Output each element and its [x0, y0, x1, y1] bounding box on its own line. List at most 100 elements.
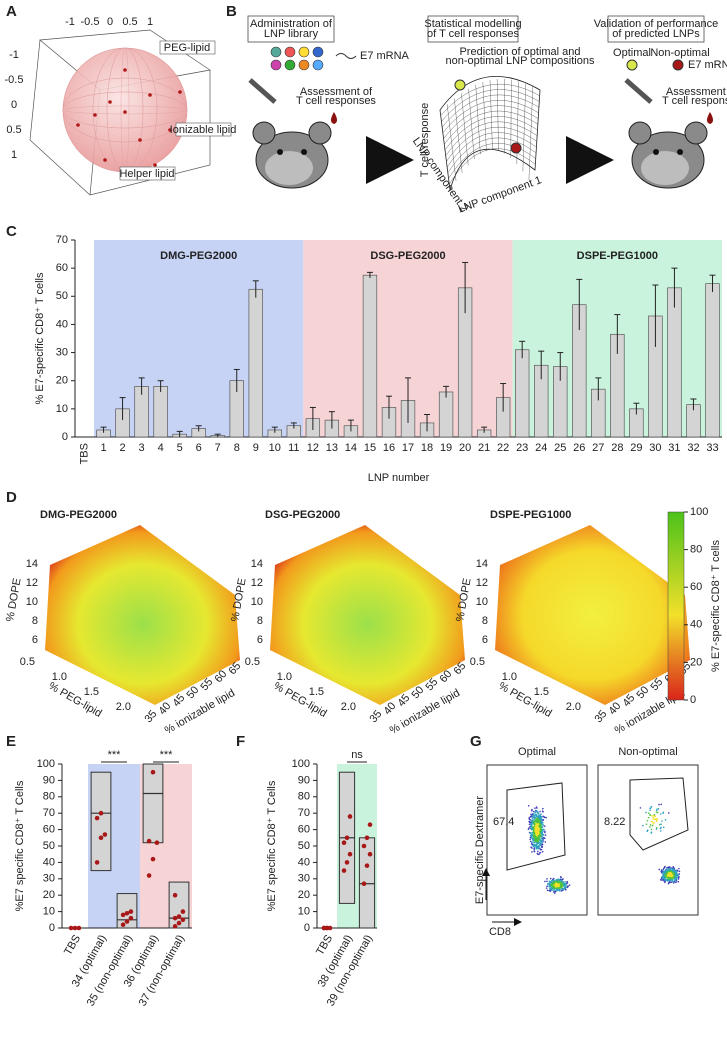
event	[531, 810, 533, 812]
lnp	[270, 59, 282, 71]
event	[668, 872, 671, 875]
lnp	[270, 46, 282, 58]
x-tick-label: 23	[516, 442, 528, 454]
event	[663, 867, 665, 870]
mouse	[641, 151, 689, 185]
event	[664, 819, 667, 821]
y-tick-label: 100	[292, 758, 310, 770]
sphere	[62, 47, 188, 173]
event	[658, 868, 661, 871]
event	[671, 877, 673, 880]
event	[548, 882, 551, 885]
ear	[684, 121, 708, 145]
x-tick-label: 29	[630, 442, 642, 454]
x-tick-label: 13	[326, 442, 338, 454]
eye	[653, 149, 659, 155]
point	[146, 838, 152, 844]
event	[546, 878, 548, 880]
event	[548, 884, 551, 887]
x-tick-label: 25	[554, 442, 566, 454]
mesh	[62, 77, 188, 143]
event	[538, 841, 541, 844]
event	[557, 880, 560, 882]
x-axis-label: LNP number	[368, 472, 430, 484]
y-tick-label: 50	[56, 290, 68, 302]
step-title: LNP library	[264, 28, 319, 40]
event	[553, 882, 556, 885]
syringe	[624, 78, 653, 104]
event	[529, 838, 532, 841]
event	[675, 869, 677, 872]
x-tick-label: 28	[611, 442, 623, 454]
point	[344, 835, 350, 841]
event	[550, 881, 552, 884]
event	[649, 807, 651, 810]
x-tick-label: 21	[478, 442, 490, 454]
point	[76, 925, 82, 931]
step-title: of predicted LNPs	[612, 28, 700, 40]
plot-title: Non-optimal	[618, 746, 677, 758]
label-box	[175, 122, 232, 137]
event	[539, 818, 542, 821]
x-tick-label: 27	[592, 442, 604, 454]
event	[531, 820, 533, 823]
event	[549, 877, 552, 880]
event	[664, 879, 666, 881]
event	[539, 835, 541, 838]
group-label: DSPE-PEG1000	[577, 250, 658, 262]
tick-label: 0.5	[20, 656, 35, 668]
event	[531, 813, 534, 815]
mesh	[447, 137, 537, 173]
axis-label: % DOPE	[229, 577, 248, 622]
event	[531, 826, 534, 828]
x-tick-label: 31	[668, 442, 680, 454]
tick-label: 0.5	[245, 656, 260, 668]
event	[539, 843, 542, 845]
non-optimal	[672, 59, 684, 71]
event	[542, 839, 545, 841]
event	[541, 810, 544, 812]
tick-label: 1.5	[309, 686, 324, 698]
event	[667, 874, 670, 876]
event	[669, 871, 672, 874]
panel-label: B	[226, 3, 237, 20]
event	[655, 819, 658, 821]
event	[552, 886, 555, 889]
surface	[495, 525, 690, 705]
event	[659, 827, 662, 830]
event	[675, 876, 678, 878]
event	[652, 818, 655, 820]
x-tick-label: 6	[196, 442, 202, 454]
x-axis-label: CD8	[489, 926, 511, 938]
y-tick-label: 60	[298, 824, 310, 836]
axis-label: % DOPE	[4, 577, 23, 622]
event	[532, 810, 535, 813]
event	[537, 853, 539, 856]
lnp	[284, 46, 296, 58]
event	[529, 840, 532, 843]
event	[533, 850, 536, 853]
event	[661, 872, 664, 875]
event	[651, 815, 653, 817]
point	[103, 158, 107, 162]
event	[538, 838, 541, 840]
point	[128, 909, 134, 914]
event	[537, 812, 540, 815]
tick-label: -0.5	[81, 16, 100, 28]
tick-label: 1.5	[534, 686, 549, 698]
mesh	[441, 89, 540, 122]
point	[150, 769, 156, 775]
y-tick-label: 100	[37, 758, 55, 770]
event	[531, 808, 533, 811]
event	[535, 821, 537, 823]
y-tick-label: 60	[43, 824, 55, 836]
event	[647, 812, 650, 815]
event	[645, 823, 648, 826]
event	[678, 867, 680, 870]
event	[646, 829, 649, 832]
tick-label: 6	[257, 634, 263, 646]
event	[530, 846, 532, 848]
event	[541, 850, 544, 853]
event	[653, 821, 656, 824]
event	[657, 807, 660, 810]
